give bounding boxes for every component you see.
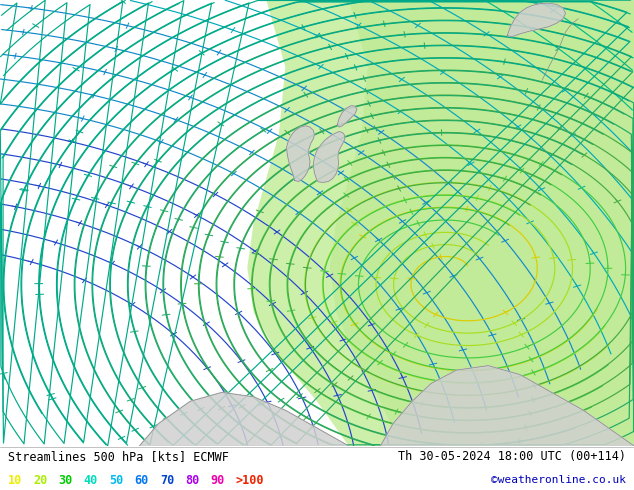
- Text: 90: 90: [210, 474, 224, 487]
- Polygon shape: [330, 0, 634, 446]
- Text: 10: 10: [8, 474, 22, 487]
- Polygon shape: [247, 0, 634, 446]
- Text: Th 30-05-2024 18:00 UTC (00+114): Th 30-05-2024 18:00 UTC (00+114): [398, 450, 626, 464]
- Polygon shape: [313, 131, 345, 182]
- Text: 70: 70: [160, 474, 174, 487]
- Text: Streamlines 500 hPa [kts] ECMWF: Streamlines 500 hPa [kts] ECMWF: [8, 450, 228, 464]
- Polygon shape: [507, 3, 566, 37]
- Text: 40: 40: [84, 474, 98, 487]
- Polygon shape: [139, 392, 349, 446]
- Text: ©weatheronline.co.uk: ©weatheronline.co.uk: [491, 475, 626, 485]
- Text: 50: 50: [109, 474, 123, 487]
- Text: >100: >100: [236, 474, 264, 487]
- Text: 20: 20: [33, 474, 47, 487]
- Polygon shape: [380, 366, 634, 446]
- Polygon shape: [287, 126, 314, 181]
- Text: 80: 80: [185, 474, 199, 487]
- Text: 60: 60: [134, 474, 148, 487]
- Text: 30: 30: [58, 474, 72, 487]
- Polygon shape: [337, 106, 357, 127]
